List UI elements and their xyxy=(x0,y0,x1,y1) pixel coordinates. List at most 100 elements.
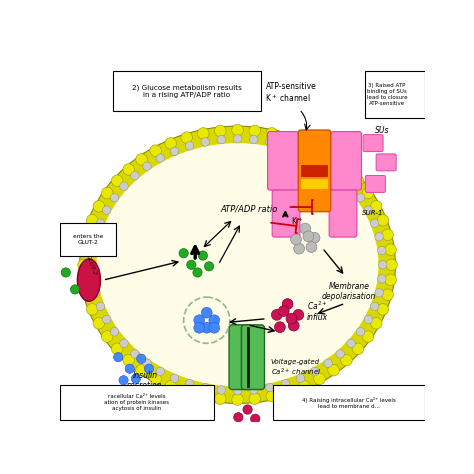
FancyBboxPatch shape xyxy=(241,325,264,390)
Circle shape xyxy=(86,303,98,315)
Circle shape xyxy=(296,374,305,383)
Text: enters the
GLUT-2: enters the GLUT-2 xyxy=(73,234,103,245)
FancyBboxPatch shape xyxy=(331,132,362,190)
Text: Insulin
secretion: Insulin secretion xyxy=(128,371,163,390)
Circle shape xyxy=(111,343,123,355)
Circle shape xyxy=(209,315,219,326)
Circle shape xyxy=(120,339,128,347)
Circle shape xyxy=(232,394,243,405)
Circle shape xyxy=(181,132,192,143)
Circle shape xyxy=(143,359,151,367)
Circle shape xyxy=(299,137,310,149)
Circle shape xyxy=(93,318,105,329)
Circle shape xyxy=(209,322,219,333)
Circle shape xyxy=(352,175,364,187)
Circle shape xyxy=(204,262,214,271)
Circle shape xyxy=(137,354,146,364)
Circle shape xyxy=(282,299,293,310)
Circle shape xyxy=(150,145,161,156)
Circle shape xyxy=(123,164,135,175)
Circle shape xyxy=(341,164,352,175)
Circle shape xyxy=(371,318,382,329)
Circle shape xyxy=(96,302,105,310)
FancyBboxPatch shape xyxy=(365,71,425,118)
Circle shape xyxy=(266,391,278,402)
Circle shape xyxy=(71,285,80,294)
Text: Membrane
depolarisation: Membrane depolarisation xyxy=(322,282,376,301)
Circle shape xyxy=(114,353,123,362)
Text: ATP-sensitive: ATP-sensitive xyxy=(266,82,317,91)
Circle shape xyxy=(125,364,134,374)
Circle shape xyxy=(378,274,386,283)
Circle shape xyxy=(362,187,374,199)
Circle shape xyxy=(233,135,242,143)
Text: 3) Raised ATP
binding of SUs
lead to closure
ATP-sensitive: 3) Raised ATP binding of SUs lead to clo… xyxy=(366,83,407,106)
Circle shape xyxy=(385,274,396,286)
Circle shape xyxy=(232,124,243,136)
Circle shape xyxy=(198,128,209,139)
FancyBboxPatch shape xyxy=(298,130,331,212)
Circle shape xyxy=(170,147,179,155)
Circle shape xyxy=(309,232,320,243)
Circle shape xyxy=(185,142,194,150)
Circle shape xyxy=(165,381,176,392)
Circle shape xyxy=(291,234,301,245)
Circle shape xyxy=(92,289,100,297)
Circle shape xyxy=(131,350,139,358)
Circle shape xyxy=(170,374,179,383)
FancyBboxPatch shape xyxy=(329,190,357,237)
Circle shape xyxy=(89,274,98,283)
Circle shape xyxy=(88,261,97,269)
Circle shape xyxy=(82,289,93,301)
Text: 2) Glucose metabolism results
in a rising ATP/ADP ratio: 2) Glucose metabolism results in a risin… xyxy=(132,84,242,98)
Circle shape xyxy=(265,383,274,392)
Circle shape xyxy=(377,303,389,315)
Circle shape xyxy=(61,268,71,277)
Text: racellular Ca²⁺ levels
ation of protein kinases
acytosis of insulin: racellular Ca²⁺ levels ation of protein … xyxy=(104,394,169,411)
Circle shape xyxy=(201,322,212,333)
Circle shape xyxy=(314,373,325,385)
Circle shape xyxy=(272,310,282,320)
Text: SUs: SUs xyxy=(375,126,390,135)
Circle shape xyxy=(379,261,387,269)
Circle shape xyxy=(131,172,139,180)
Circle shape xyxy=(243,405,252,414)
Circle shape xyxy=(136,365,147,376)
Text: Ca$^{2+}$
influx: Ca$^{2+}$ influx xyxy=(307,300,328,322)
Circle shape xyxy=(306,242,317,253)
Circle shape xyxy=(234,413,243,422)
Circle shape xyxy=(377,215,389,226)
Circle shape xyxy=(328,365,339,376)
Circle shape xyxy=(123,354,135,366)
Circle shape xyxy=(296,147,305,155)
Circle shape xyxy=(370,302,379,310)
Circle shape xyxy=(294,243,304,254)
Circle shape xyxy=(336,172,345,180)
Circle shape xyxy=(371,201,382,212)
Circle shape xyxy=(201,138,210,146)
Circle shape xyxy=(347,339,356,347)
FancyBboxPatch shape xyxy=(365,175,385,192)
Circle shape xyxy=(293,310,304,320)
Circle shape xyxy=(265,138,274,146)
Text: Voltage-gated
Ca$^{2+}$ channel: Voltage-gated Ca$^{2+}$ channel xyxy=(271,359,321,378)
Circle shape xyxy=(198,251,208,260)
Circle shape xyxy=(249,393,261,404)
Circle shape xyxy=(310,154,319,163)
Circle shape xyxy=(102,315,111,324)
Circle shape xyxy=(143,162,151,171)
Circle shape xyxy=(78,259,89,271)
Circle shape xyxy=(194,322,205,333)
Circle shape xyxy=(278,306,289,316)
Circle shape xyxy=(187,260,196,269)
Circle shape xyxy=(249,136,258,144)
Ellipse shape xyxy=(77,259,100,301)
Text: GLUT-2: GLUT-2 xyxy=(84,253,97,276)
Circle shape xyxy=(385,244,396,255)
Circle shape xyxy=(92,233,100,241)
Circle shape xyxy=(93,201,105,212)
FancyBboxPatch shape xyxy=(273,385,425,420)
Circle shape xyxy=(79,244,90,255)
Circle shape xyxy=(111,175,123,187)
Circle shape xyxy=(110,193,119,202)
